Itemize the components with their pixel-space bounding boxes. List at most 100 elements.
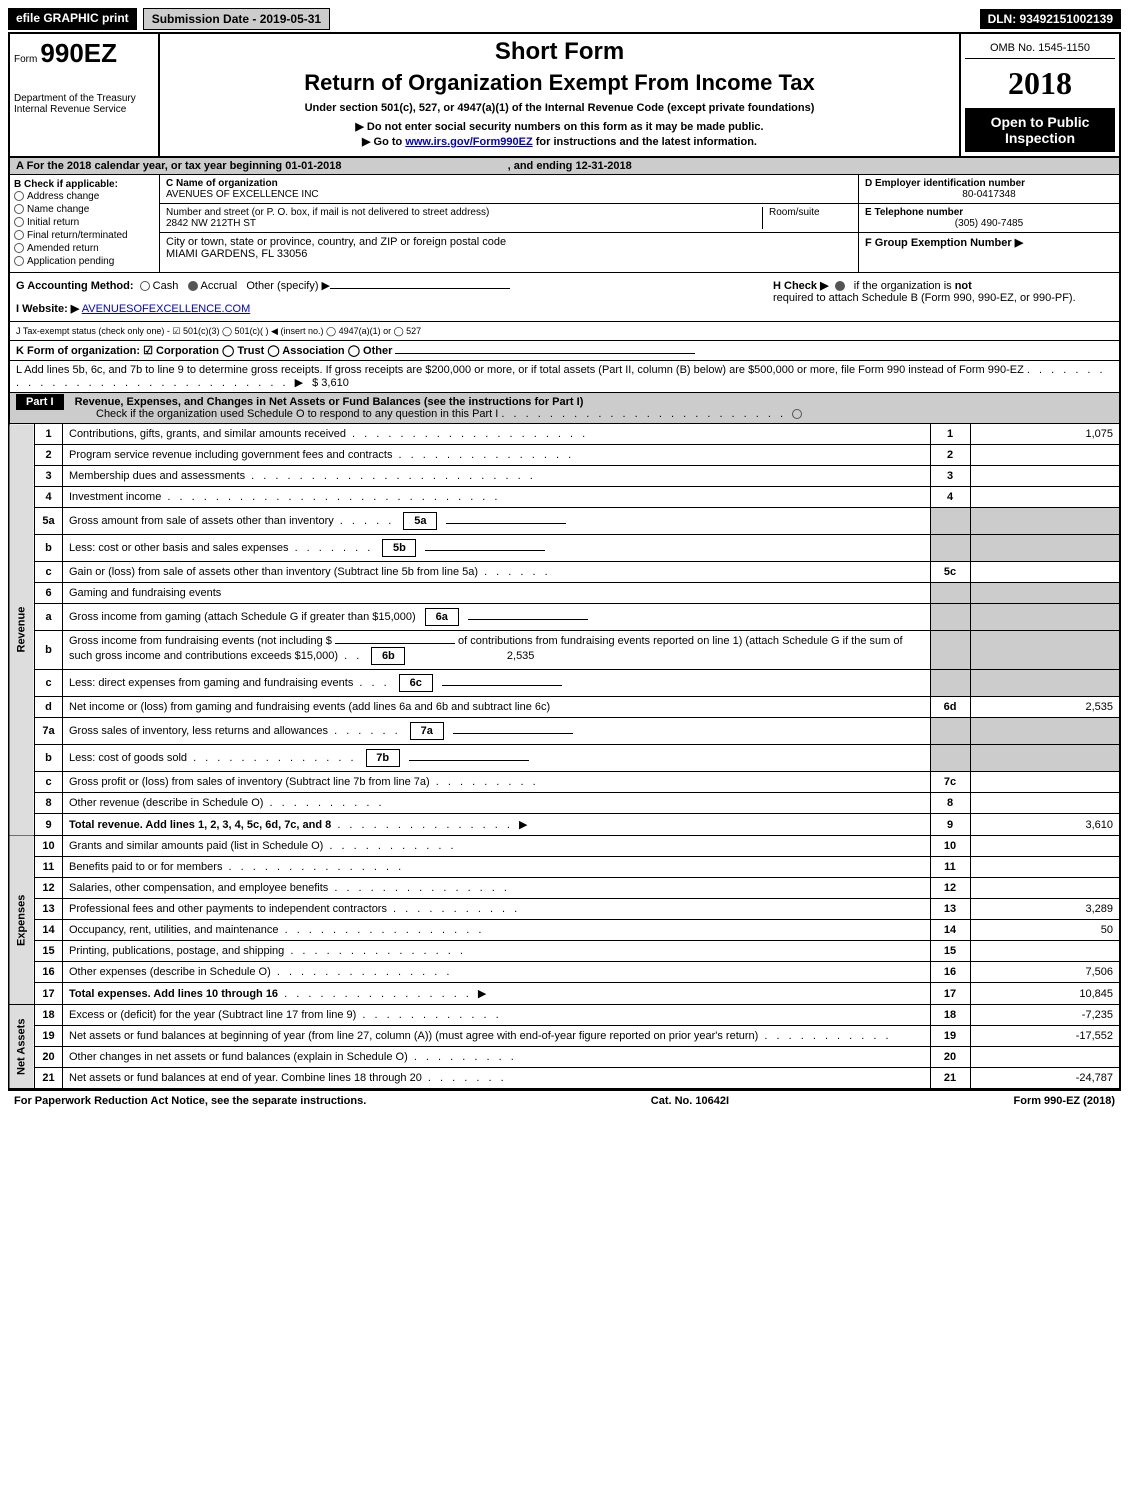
box-b-title: B Check if applicable: xyxy=(14,179,155,190)
website-link[interactable]: AVENUESOFEXCELLENCE.COM xyxy=(82,303,251,315)
chk-pending[interactable]: Application pending xyxy=(14,255,155,268)
chk-amended[interactable]: Amended return xyxy=(14,242,155,255)
table-row: d Net income or (loss) from gaming and f… xyxy=(9,697,1120,718)
h-text2: required to attach Schedule B (Form 990,… xyxy=(773,292,1113,304)
ln6a-amt xyxy=(970,604,1120,631)
ln19-num: 19 xyxy=(35,1026,63,1047)
header-right: OMB No. 1545-1150 2018 Open to Public In… xyxy=(959,34,1119,156)
short-form-title: Short Form xyxy=(164,38,955,66)
ln16-num: 16 xyxy=(35,962,63,983)
ln5b-inner: 5b xyxy=(382,539,416,557)
ln19-amt: -17,552 xyxy=(970,1026,1120,1047)
side-netassets: Net Assets xyxy=(9,1005,35,1089)
ln5c-text: Gain or (loss) from sale of assets other… xyxy=(63,562,931,583)
part1-check-text: Check if the organization used Schedule … xyxy=(96,408,498,420)
footer-left: For Paperwork Reduction Act Notice, see … xyxy=(14,1095,366,1107)
submission-date-button[interactable]: Submission Date - 2019-05-31 xyxy=(143,8,330,30)
ln7c-box: 7c xyxy=(930,772,970,793)
ln7a-amt xyxy=(970,718,1120,745)
ln13-text: Professional fees and other payments to … xyxy=(63,899,931,920)
table-row: Net Assets 18 Excess or (deficit) for th… xyxy=(9,1005,1120,1026)
city-label: City or town, state or province, country… xyxy=(166,236,852,248)
part1-tag: Part I xyxy=(16,394,64,410)
table-row: b Less: cost or other basis and sales ex… xyxy=(9,535,1120,562)
ln7a-text: Gross sales of inventory, less returns a… xyxy=(63,718,931,745)
chk-name[interactable]: Name change xyxy=(14,203,155,216)
table-row: c Gain or (loss) from sale of assets oth… xyxy=(9,562,1120,583)
efile-print-button[interactable]: efile GRAPHIC print xyxy=(8,8,137,30)
line-a-begin: 01-01-2018 xyxy=(285,160,341,172)
table-row: a Gross income from gaming (attach Sched… xyxy=(9,604,1120,631)
table-row: 11 Benefits paid to or for members . . .… xyxy=(9,857,1120,878)
ln18-box: 18 xyxy=(930,1005,970,1026)
table-row: Expenses 10 Grants and similar amounts p… xyxy=(9,836,1120,857)
ln9-box: 9 xyxy=(930,814,970,836)
ln16-text: Other expenses (describe in Schedule O) … xyxy=(63,962,931,983)
table-row: 16 Other expenses (describe in Schedule … xyxy=(9,962,1120,983)
g-accrual-radio[interactable] xyxy=(188,281,198,291)
chk-final[interactable]: Final return/terminated xyxy=(14,229,155,242)
ln15-amt xyxy=(970,941,1120,962)
row-l: L Add lines 5b, 6c, and 7b to line 9 to … xyxy=(8,361,1121,393)
tax-year: 2018 xyxy=(965,59,1115,108)
table-row: 17 Total expenses. Add lines 10 through … xyxy=(9,983,1120,1005)
ln21-num: 21 xyxy=(35,1068,63,1089)
ln5c-num: c xyxy=(35,562,63,583)
ln7b-num: b xyxy=(35,745,63,772)
ln10-amt xyxy=(970,836,1120,857)
table-row: b Less: cost of goods sold . . . . . . .… xyxy=(9,745,1120,772)
box-b: B Check if applicable: Address change Na… xyxy=(10,175,160,272)
ln1-box: 1 xyxy=(930,424,970,445)
ln3-text: Membership dues and assessments . . . . … xyxy=(63,466,931,487)
part1-checkbox[interactable] xyxy=(792,409,802,419)
ln3-box: 3 xyxy=(930,466,970,487)
ln3-num: 3 xyxy=(35,466,63,487)
goto-link[interactable]: www.irs.gov/Form990EZ xyxy=(405,136,532,148)
dln-label: DLN: 93492151002139 xyxy=(980,9,1121,29)
ln10-text: Grants and similar amounts paid (list in… xyxy=(63,836,931,857)
info-grid: B Check if applicable: Address change Na… xyxy=(8,175,1121,273)
line-a-end: 12-31-2018 xyxy=(575,160,631,172)
l-text: L Add lines 5b, 6c, and 7b to line 9 to … xyxy=(16,364,1024,376)
row-gh: G Accounting Method: Cash Accrual Other … xyxy=(8,273,1121,322)
l-amount: $ 3,610 xyxy=(312,377,349,389)
i-label: I Website: ▶ xyxy=(16,303,79,315)
box-c: C Name of organization AVENUES OF EXCELL… xyxy=(160,175,859,272)
ln1-amt: 1,075 xyxy=(970,424,1120,445)
ln9-text: Total revenue. Add lines 1, 2, 3, 4, 5c,… xyxy=(63,814,931,836)
ln13-amt: 3,289 xyxy=(970,899,1120,920)
top-bar: efile GRAPHIC print Submission Date - 20… xyxy=(8,8,1121,30)
table-row: Revenue 1 Contributions, gifts, grants, … xyxy=(9,424,1120,445)
chk-address[interactable]: Address change xyxy=(14,190,155,203)
ln6c-box xyxy=(930,670,970,697)
ln2-amt xyxy=(970,445,1120,466)
page-footer: For Paperwork Reduction Act Notice, see … xyxy=(8,1089,1121,1111)
ln18-text: Excess or (deficit) for the year (Subtra… xyxy=(63,1005,931,1026)
h-check[interactable] xyxy=(835,281,845,291)
ln7a-box xyxy=(930,718,970,745)
g-cash-radio[interactable] xyxy=(140,281,150,291)
ln6b-text: Gross income from fundraising events (no… xyxy=(63,631,931,670)
ln9-amt: 3,610 xyxy=(970,814,1120,836)
h-not: not xyxy=(955,280,972,292)
ln2-box: 2 xyxy=(930,445,970,466)
header-left: Form 990EZ Department of the Treasury In… xyxy=(10,34,160,156)
ln6d-num: d xyxy=(35,697,63,718)
table-row: 5a Gross amount from sale of assets othe… xyxy=(9,508,1120,535)
ln7b-text: Less: cost of goods sold . . . . . . . .… xyxy=(63,745,931,772)
chk-initial[interactable]: Initial return xyxy=(14,216,155,229)
part1-title: Revenue, Expenses, and Changes in Net As… xyxy=(75,396,584,408)
ln6a-inner: 6a xyxy=(425,608,459,626)
form-number: 990EZ xyxy=(40,38,117,68)
ln21-text: Net assets or fund balances at end of ye… xyxy=(63,1068,931,1089)
ln5b-text: Less: cost or other basis and sales expe… xyxy=(63,535,931,562)
ln8-amt xyxy=(970,793,1120,814)
ln5a-box xyxy=(930,508,970,535)
row-j: J Tax-exempt status (check only one) - ☑… xyxy=(8,322,1121,341)
subtitle: Under section 501(c), 527, or 4947(a)(1)… xyxy=(164,102,955,114)
box-def: D Employer identification number 80-0417… xyxy=(859,175,1119,272)
table-row: 4 Investment income . . . . . . . . . . … xyxy=(9,487,1120,508)
ln6b-num: b xyxy=(35,631,63,670)
g-other: Other (specify) ▶ xyxy=(246,280,330,292)
part1-table: Revenue 1 Contributions, gifts, grants, … xyxy=(8,424,1121,1089)
